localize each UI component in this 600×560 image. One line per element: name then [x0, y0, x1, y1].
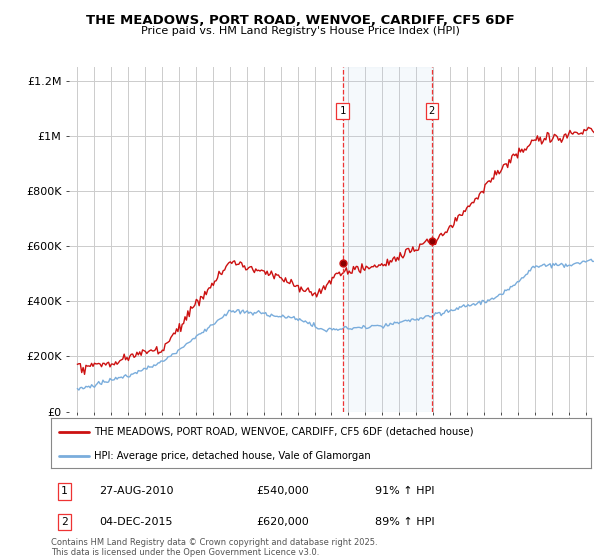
- Text: Contains HM Land Registry data © Crown copyright and database right 2025.
This d: Contains HM Land Registry data © Crown c…: [51, 538, 377, 557]
- Text: THE MEADOWS, PORT ROAD, WENVOE, CARDIFF, CF5 6DF: THE MEADOWS, PORT ROAD, WENVOE, CARDIFF,…: [86, 14, 514, 27]
- Text: HPI: Average price, detached house, Vale of Glamorgan: HPI: Average price, detached house, Vale…: [94, 451, 371, 461]
- Text: £540,000: £540,000: [256, 487, 309, 496]
- Text: 91% ↑ HPI: 91% ↑ HPI: [375, 487, 434, 496]
- Text: 1: 1: [340, 106, 346, 116]
- Text: Price paid vs. HM Land Registry's House Price Index (HPI): Price paid vs. HM Land Registry's House …: [140, 26, 460, 36]
- Text: £620,000: £620,000: [256, 517, 309, 526]
- Text: THE MEADOWS, PORT ROAD, WENVOE, CARDIFF, CF5 6DF (detached house): THE MEADOWS, PORT ROAD, WENVOE, CARDIFF,…: [94, 427, 474, 436]
- Bar: [343, 67, 432, 412]
- Text: 2: 2: [428, 106, 435, 116]
- Text: 04-DEC-2015: 04-DEC-2015: [100, 517, 173, 526]
- Text: 1: 1: [61, 487, 68, 496]
- Text: 27-AUG-2010: 27-AUG-2010: [100, 487, 174, 496]
- Text: 89% ↑ HPI: 89% ↑ HPI: [375, 517, 434, 526]
- Text: 2: 2: [61, 517, 68, 526]
